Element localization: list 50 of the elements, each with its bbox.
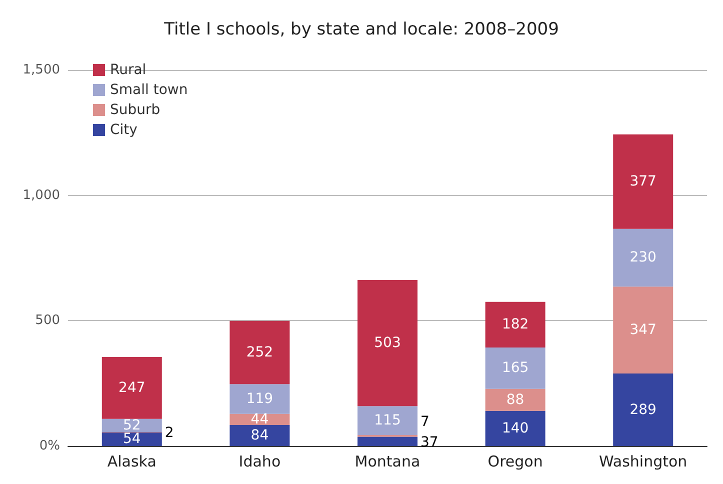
x-tick-label: Idaho [238, 452, 281, 470]
y-tick-label: 1,000 [22, 188, 60, 203]
legend-label: Suburb [110, 102, 160, 118]
x-tick-label: Oregon [488, 452, 543, 470]
data-label: 503 [374, 335, 401, 352]
data-label: 119 [246, 391, 274, 407]
bar [485, 410, 546, 446]
data-label: 44 [250, 411, 269, 428]
data-label: 88 [506, 392, 524, 408]
data-label: 230 [630, 250, 656, 266]
bar [485, 302, 546, 348]
data-label: 182 [502, 316, 529, 333]
legend-label: Small town [110, 82, 188, 98]
bar [102, 357, 162, 419]
bar [613, 228, 674, 287]
bar [485, 347, 546, 389]
chart-title: Title I schools, by state and locale: 2008–2009 [163, 20, 559, 40]
data-label: 84 [250, 427, 269, 444]
legend-label: Rural [110, 62, 146, 78]
data-label: 2 [164, 425, 174, 442]
data-label: 115 [374, 412, 401, 429]
y-tick-label: 500 [35, 313, 60, 328]
bar [102, 418, 162, 432]
data-label: 289 [630, 402, 656, 418]
data-label: 52 [122, 417, 141, 434]
data-label: 140 [502, 420, 529, 436]
x-tick-label: Washington [599, 452, 688, 470]
x-tick-label: Montana [354, 452, 420, 470]
bar [613, 374, 674, 446]
data-label: 7 [420, 414, 430, 430]
bar [358, 406, 418, 435]
bar [230, 424, 290, 446]
bar [613, 286, 674, 374]
bar [358, 436, 418, 446]
data-label: 247 [118, 380, 146, 396]
bar [230, 384, 290, 414]
bar [358, 280, 418, 406]
x-tick-label: Alaska [107, 452, 156, 470]
bar [613, 134, 674, 229]
bar [485, 388, 546, 411]
data-label: 54 [122, 431, 141, 448]
bar [230, 320, 290, 384]
y-tick-label: 0% [39, 438, 60, 454]
data-label: 165 [502, 360, 529, 376]
bar [102, 432, 162, 446]
data-label: 252 [246, 344, 274, 360]
y-tick-label: 1,500 [22, 62, 60, 78]
data-label: 377 [630, 174, 656, 190]
legend-label: City [110, 122, 138, 138]
data-label: 347 [630, 322, 656, 338]
